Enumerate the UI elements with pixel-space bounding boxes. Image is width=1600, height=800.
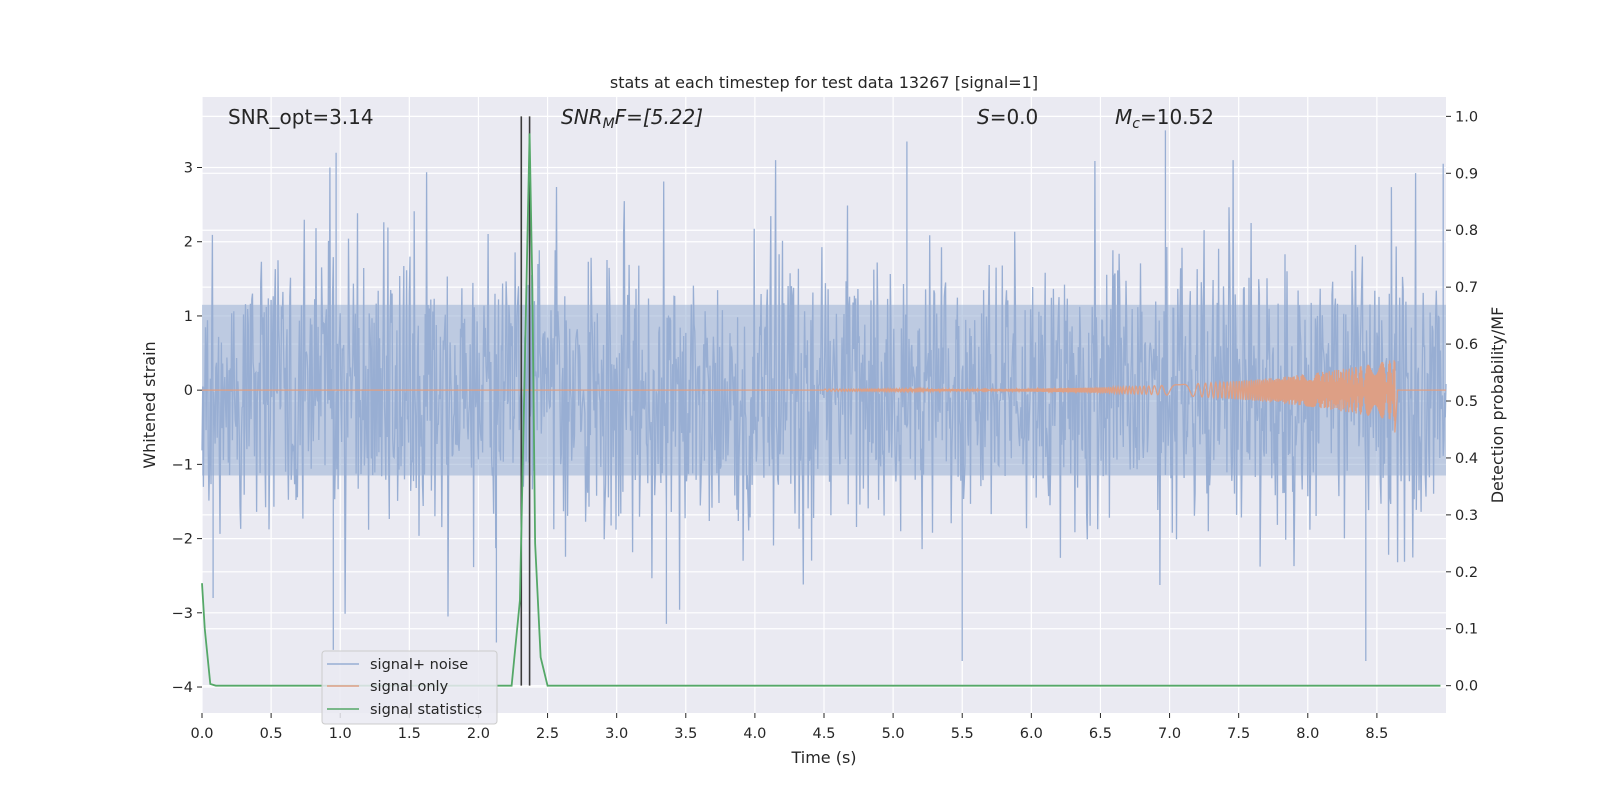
y-tick-label: −3	[172, 606, 193, 622]
y2-tick-label: 0.2	[1455, 565, 1478, 581]
x-tick-label: 0.0	[190, 726, 213, 742]
legend-label-signal-statistics: signal statistics	[370, 702, 482, 718]
signal-only-series	[201, 360, 1446, 433]
y2-tick-label: 0.0	[1455, 679, 1478, 695]
tick-labels: 0.0 0.5 1.0 1.5 2.0 2.5 3.0 3.5 4.0 4.5 5.0 5.5 6.0 6…	[172, 109, 1478, 742]
y-axis-label: Whitened strain	[140, 341, 159, 468]
y-tick-label: −1	[172, 457, 193, 473]
x-tick-label: 2.5	[536, 726, 559, 742]
chart-title: stats at each timestep for test data 132…	[610, 73, 1038, 92]
x-tick-label: 3.0	[605, 726, 628, 742]
x-tick-label: 0.5	[260, 726, 283, 742]
x-tick-label: 8.5	[1365, 726, 1388, 742]
y2-tick-label: 0.8	[1455, 223, 1478, 239]
x-tick-label: 3.5	[674, 726, 697, 742]
legend-box	[321, 650, 498, 725]
y2-tick-label: 0.3	[1455, 508, 1478, 524]
y2-tick-label: 0.5	[1455, 394, 1478, 410]
x-tick-label: 5.5	[951, 726, 974, 742]
x-tick-label: 1.5	[398, 726, 421, 742]
y-tick-label: −4	[172, 680, 193, 696]
y-tick-label: 0	[184, 383, 193, 399]
vertical-markers	[520, 116, 531, 686]
signal-statistics-series	[201, 133, 1441, 687]
legend-label-signal-noise: signal+ noise	[370, 657, 468, 673]
y2-tick-label: 0.9	[1455, 166, 1478, 182]
x-tick-label: 1.0	[329, 726, 352, 742]
x-axis-label: Time (s)	[790, 748, 856, 767]
x-tick-label: 5.0	[882, 726, 905, 742]
y-tick-label: −2	[172, 532, 193, 548]
x-tick-label: 2.0	[467, 726, 490, 742]
y2-tick-label: 1.0	[1455, 109, 1478, 125]
signal-only-line	[201, 360, 1446, 433]
signal-statistics-line	[201, 133, 1441, 687]
x-tick-label: 8.0	[1296, 726, 1319, 742]
y2-tick-label: 0.4	[1455, 451, 1478, 467]
annotation-mc: Mc=10.52	[1115, 105, 1214, 132]
signal-noise-line	[201, 130, 1447, 661]
x-tick-label: 4.5	[812, 726, 835, 742]
y2-axis-label: Detection probability/MF	[1488, 307, 1507, 504]
x-tick-label: 7.5	[1227, 726, 1250, 742]
annotation-s: S=0.0	[977, 105, 1038, 129]
x-tick-label: 4.0	[743, 726, 766, 742]
x-tick-label: 6.5	[1089, 726, 1112, 742]
legend-label-signal-only: signal only	[370, 679, 449, 695]
y-tick-label: 2	[184, 235, 193, 251]
annotation-snr-opt: SNR_opt=3.14	[228, 105, 374, 129]
annotation-snr-mf: SNRMF=[5.22]	[561, 105, 703, 132]
legend: signal+ noise signal only signal statist…	[321, 650, 498, 725]
x-tick-label: 6.0	[1020, 726, 1043, 742]
y2-tick-label: 0.6	[1455, 337, 1478, 353]
y-tick-label: 3	[184, 161, 193, 177]
y2-tick-label: 0.7	[1455, 280, 1478, 296]
y2-tick-label: 0.1	[1455, 622, 1478, 638]
y-tick-label: 1	[184, 309, 193, 325]
x-tick-label: 7.0	[1158, 726, 1181, 742]
